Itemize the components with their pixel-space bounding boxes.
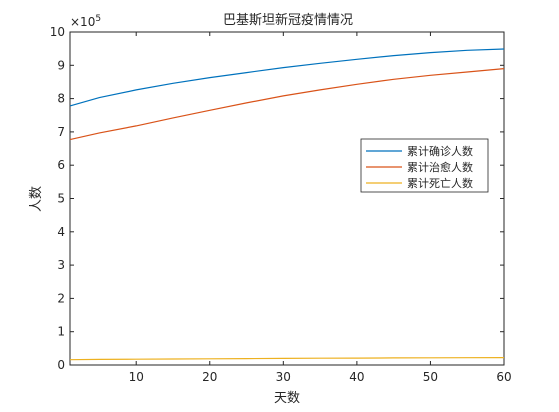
y-tick-label: 5 <box>57 192 65 206</box>
y-tick-label: 4 <box>57 225 65 239</box>
y-tick-label: 10 <box>50 25 65 39</box>
x-tick-label: 40 <box>349 370 364 384</box>
y-tick-label: 0 <box>57 358 65 372</box>
series-layer <box>69 48 505 361</box>
series-line-3 <box>69 357 505 361</box>
x-tick-label: 30 <box>276 370 291 384</box>
x-tick-label: 50 <box>423 370 438 384</box>
y-tick-label: 3 <box>57 258 65 272</box>
plot-frame <box>69 31 505 366</box>
y-exponent-label: ×105 <box>70 14 101 29</box>
y-tick-label: 7 <box>57 125 65 139</box>
plot-area: 10 20 30 40 50 60 0 1 2 3 4 5 6 7 8 9 10 <box>50 25 512 384</box>
legend-label: 累计死亡人数 <box>407 176 473 190</box>
x-tick-label: 20 <box>202 370 217 384</box>
y-tick-label: 6 <box>57 158 65 172</box>
legend-label: 累计治愈人数 <box>407 160 473 174</box>
x-tick-label: 60 <box>496 370 511 384</box>
chart-title: 巴基斯坦新冠疫情情况 <box>223 12 353 28</box>
y-tick-label: 2 <box>57 291 65 305</box>
x-tick-label: 10 <box>129 370 144 384</box>
series-line-2 <box>69 68 505 141</box>
x-axis-label: 天数 <box>274 391 300 406</box>
y-tick-label: 1 <box>57 325 65 339</box>
tick-layer: 10 20 30 40 50 60 0 1 2 3 4 5 6 7 8 9 10 <box>50 25 512 384</box>
y-tick-label: 9 <box>57 58 65 72</box>
y-axis-label: 人数 <box>29 186 44 212</box>
y-tick-label: 8 <box>57 92 65 106</box>
series-line-1 <box>69 48 505 107</box>
legend-label: 累计确诊人数 <box>407 144 473 158</box>
